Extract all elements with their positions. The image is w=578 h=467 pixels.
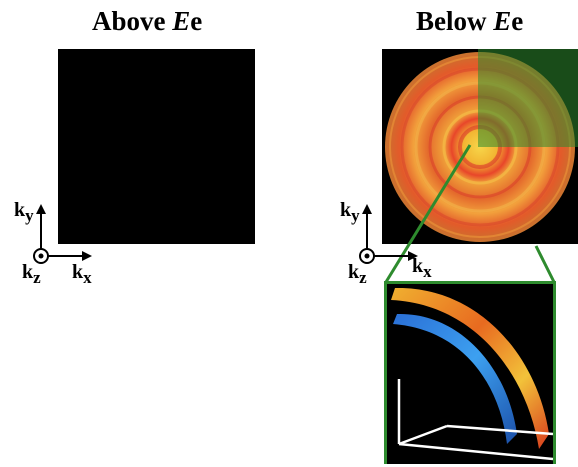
- sheet-inner: [393, 313, 517, 444]
- title-above-suffix: e: [190, 6, 203, 36]
- zoom-region: [478, 49, 578, 147]
- axis-arrows-left: [33, 204, 92, 264]
- axes-right: [334, 196, 434, 276]
- axis-arrows-right: [359, 204, 418, 264]
- title-below-prefix: Below: [416, 6, 494, 36]
- panel-below-ee: [382, 49, 578, 244]
- zoom-inset: [384, 281, 556, 464]
- title-above-ee: Above Ee: [92, 6, 202, 37]
- label-kx-left: kx: [72, 261, 92, 287]
- panel-above-ee: [58, 49, 255, 244]
- sheet-outer: [391, 287, 549, 449]
- fermi-surface-map: [385, 49, 578, 242]
- title-above-emph: E: [172, 6, 191, 36]
- label-ky-left: ky: [14, 199, 34, 225]
- label-ky-right: ky: [340, 199, 360, 225]
- box-frame: [397, 379, 553, 461]
- title-below-emph: E: [493, 6, 512, 36]
- label-kz-left: kz: [22, 261, 41, 287]
- title-above-prefix: Above: [92, 6, 173, 36]
- title-below-suffix: e: [511, 6, 524, 36]
- fermi-sheets-3d: [391, 287, 553, 461]
- title-below-ee: Below Ee: [416, 6, 523, 37]
- label-kx-right: kx: [412, 255, 432, 281]
- label-kz-right: kz: [348, 261, 367, 287]
- axes-left: [8, 196, 108, 276]
